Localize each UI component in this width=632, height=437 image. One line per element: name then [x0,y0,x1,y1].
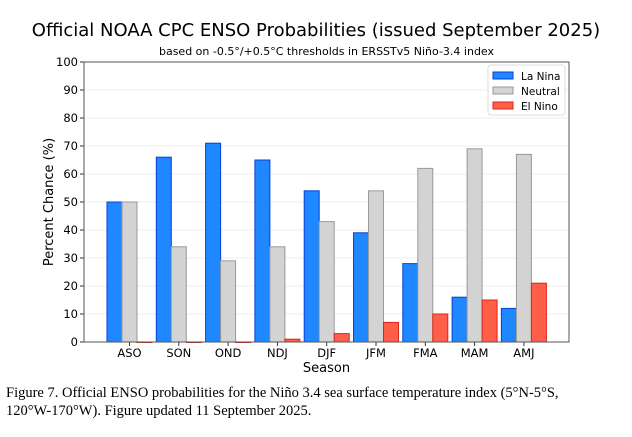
bar-neutral-ond [220,260,237,343]
y-tick-label: 100 [56,55,78,69]
chart-subtitle: based on -0.5°/+0.5°C thresholds in ERSS… [158,45,495,58]
bar-la-nina-djf [303,190,320,343]
legend-swatch [492,101,514,110]
bar-neutral-fma [417,167,434,343]
x-tick-label: MAM [461,346,489,360]
plot-frame [83,61,570,343]
bar-el-nino-fma [432,313,449,343]
bar-neutral-djf [318,221,335,343]
caption-line-1: Figure 7. Official ENSO probabilities fo… [6,385,559,401]
legend-label: El Nino [521,101,558,113]
y-tick-label: 80 [63,111,78,125]
y-tick-label: 0 [71,335,78,349]
legend-swatch [492,86,514,95]
x-tick-label: FMA [413,346,438,360]
bar-el-nino-djf [333,333,350,343]
x-axis-label: Season [303,361,350,376]
legend-label: La Nina [521,71,560,83]
x-tick-label: SON [166,346,191,360]
bar-neutral-amj [515,153,532,343]
x-tick-label: ASO [117,346,141,360]
bar-el-nino-mam [481,299,498,343]
enso-bar-chart: 0 10 20 30 40 50 60 70 80 90 100 ASO SON OND NDJ DJF JFM… [42,55,570,376]
x-tick-label: NDJ [267,346,288,360]
bar-la-nina-ond [205,142,222,343]
bar-la-nina-fma [402,263,419,343]
bar-la-nina-jfm [353,232,369,343]
bar-la-nina-son [155,156,172,343]
bar-el-nino-jfm [383,321,399,343]
bar-la-nina-amj [500,307,517,343]
y-tick-label: 60 [63,167,78,181]
y-tick-label: 90 [63,83,78,97]
x-tick-label: JFM [365,346,386,360]
bar-la-nina-mam [451,296,468,343]
bar-el-nino-amj [530,282,547,343]
y-tick-label: 10 [63,307,78,321]
y-tick-label: 20 [63,279,78,293]
bar-neutral-ndj [269,246,286,343]
y-tick-label: 50 [63,195,78,209]
bar-neutral-son [170,246,187,343]
y-tick-label: 30 [63,251,78,265]
figure-caption: Figure 7. Official ENSO probabilities fo… [6,384,626,420]
chart-title: Official NOAA CPC ENSO Probabilities (is… [31,20,601,41]
y-tick-label: 40 [63,223,78,237]
bar-neutral-jfm [368,190,384,343]
y-axis-label: Percent Chance (%) [42,138,57,266]
x-tick-label: DJF [317,346,336,360]
bar-la-nina-ndj [254,159,271,343]
legend-label: Neutral [521,86,560,98]
legend-swatch [492,71,514,80]
y-tick-label: 70 [63,139,78,153]
bar-neutral-aso [121,201,138,343]
bar-neutral-mam [466,148,483,343]
bar-la-nina-aso [106,201,123,343]
caption-line-2: 120°W-170°W). Figure updated 11 Septembe… [6,403,312,419]
x-tick-label: AMJ [513,346,534,360]
x-tick-label: OND [215,346,242,360]
